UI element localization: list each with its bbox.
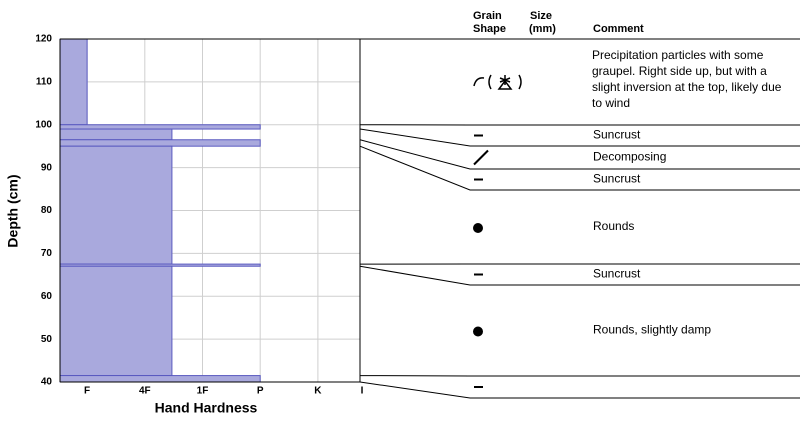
grain-stroke <box>473 77 485 87</box>
comment: Precipitation particles with some graupe… <box>592 48 782 110</box>
layer-bar <box>59 265 173 377</box>
comment-text: Precipitation particles with some graupe… <box>592 48 782 110</box>
comment: Suncrust <box>593 172 641 186</box>
comment: Decomposing <box>593 150 666 164</box>
comment: Suncrust <box>593 267 641 281</box>
grain-stroke <box>488 74 522 90</box>
column-header: Size <box>530 10 552 22</box>
comment: Suncrust <box>593 128 641 142</box>
x-tick-label: 4F <box>139 386 151 397</box>
comment: Rounds, slightly damp <box>593 323 711 337</box>
layer-bar <box>59 145 173 265</box>
grain-shape-icon <box>473 223 483 233</box>
grain-shape-icon <box>473 149 489 166</box>
y-tick-label: 60 <box>41 291 53 302</box>
comment: Rounds <box>593 219 634 233</box>
column-header: Comment <box>593 23 644 35</box>
layer-bar <box>59 124 261 130</box>
y-tick-label: 70 <box>41 248 53 259</box>
y-tick-label: 100 <box>35 119 52 130</box>
y-axis-title: Depth (cm) <box>5 174 21 247</box>
x-tick-label: K <box>314 386 322 397</box>
x-axis-title: Hand Hardness <box>155 400 258 416</box>
layer-connector <box>359 145 800 191</box>
x-tick-label: F <box>84 386 90 397</box>
y-tick-label: 40 <box>41 377 53 388</box>
grain-stroke <box>497 75 513 90</box>
y-tick-label: 90 <box>41 162 53 173</box>
grain-shape-icon <box>473 326 483 337</box>
layer-connector <box>359 139 800 170</box>
column-header: Grain <box>473 10 502 22</box>
x-tick-label: 1F <box>197 386 209 397</box>
x-tick-label: P <box>257 386 264 397</box>
layer-bar <box>59 139 261 147</box>
layer-connector <box>359 265 800 286</box>
grain-shape-icon <box>473 74 522 90</box>
x-tick-label: I <box>361 386 364 397</box>
y-tick-label: 110 <box>36 77 53 88</box>
layer-bar <box>59 38 88 126</box>
layer-bar <box>59 128 173 141</box>
y-tick-label: 50 <box>41 334 53 345</box>
layer-bar <box>59 375 261 383</box>
column-header: (mm) <box>529 23 556 35</box>
layer-connector <box>359 381 800 399</box>
column-header: Shape <box>473 23 506 35</box>
layer-connector <box>359 128 800 147</box>
y-tick-label: 120 <box>35 34 52 45</box>
y-tick-label: 80 <box>41 205 53 216</box>
